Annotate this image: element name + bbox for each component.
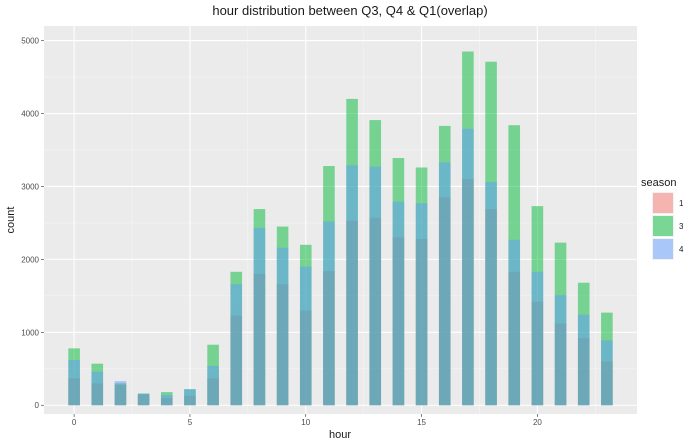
x-tick-label: 15: [417, 418, 426, 427]
bar-season-4-hour-10: [299, 266, 312, 406]
x-tick-label: 0: [72, 418, 77, 427]
bar-season-4-hour-7: [230, 284, 243, 406]
legend-key-season-4: [652, 238, 674, 260]
bar-season-4-hour-12: [346, 165, 358, 406]
bar-season-4-hour-0: [68, 360, 80, 406]
x-tick-label: 10: [301, 418, 310, 427]
legend-label-season-1: 1: [679, 199, 684, 208]
legend-swatch: [653, 216, 673, 236]
x-tick-label: 5: [188, 418, 193, 427]
y-tick-label: 0: [35, 401, 40, 410]
chart-title: hour distribution between Q3, Q4 & Q1(ov…: [212, 3, 487, 18]
bars: [68, 51, 613, 406]
bar-season-4-hour-23: [601, 340, 613, 406]
bar-season-4-hour-15: [415, 203, 428, 406]
bar-season-4-hour-2: [114, 381, 127, 406]
y-tick-label: 2000: [21, 255, 39, 264]
y-tick-label: 4000: [21, 110, 39, 119]
y-tick-label: 1000: [21, 328, 39, 337]
x-tick-label: 20: [533, 418, 542, 427]
y-axis-title: count: [5, 207, 17, 234]
y-axis: 0 1000 2000 3000 4000 5000: [21, 37, 44, 410]
bar-season-4-hour-11: [323, 221, 335, 406]
legend-key-season-3: [652, 215, 674, 237]
bar-season-4-hour-19: [508, 239, 521, 406]
x-axis: 0 5 10 15 20: [72, 414, 542, 427]
bar-season-4-hour-1: [91, 371, 104, 406]
y-tick-label: 3000: [21, 182, 39, 191]
bar-season-4-hour-6: [207, 365, 219, 406]
bar-season-4-hour-14: [392, 201, 405, 406]
bar-season-4-hour-3: [137, 393, 150, 406]
legend: season 1 3 4: [641, 177, 684, 260]
bar-season-4-hour-21: [554, 295, 567, 406]
bar-season-4-hour-9: [276, 247, 289, 406]
plot-panel: [44, 26, 637, 414]
bar-season-4-hour-18: [485, 182, 497, 406]
legend-swatch: [653, 193, 673, 213]
bar-season-4-hour-22: [577, 314, 590, 406]
legend-label-season-4: 4: [679, 245, 684, 254]
bar-season-4-hour-4: [160, 395, 173, 406]
bar-season-4-hour-5: [184, 389, 196, 406]
legend-swatch: [653, 239, 673, 259]
bar-season-4-hour-20: [531, 271, 544, 406]
legend-title: season: [641, 177, 676, 189]
legend-label-season-3: 3: [679, 222, 684, 231]
bar-season-4-hour-13: [369, 166, 382, 406]
y-tick-label: 5000: [21, 37, 39, 46]
legend-key-season-1: [652, 192, 674, 214]
x-axis-title: hour: [329, 429, 351, 441]
bar-season-4-hour-8: [253, 228, 266, 406]
bar-season-4-hour-17: [462, 128, 474, 406]
bar-season-4-hour-16: [438, 162, 451, 406]
